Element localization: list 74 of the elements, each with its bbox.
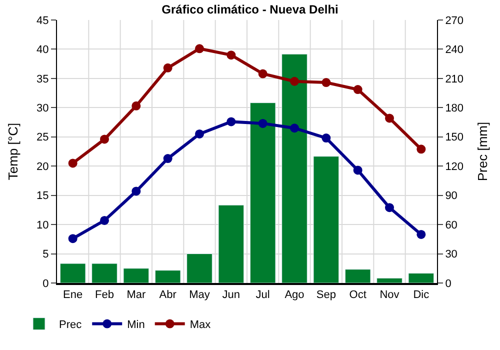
y2-tick-label: 30 [445, 248, 458, 261]
y-tick-label: 5 [42, 248, 49, 261]
bar [154, 270, 181, 283]
y2-tick-label: 150 [445, 132, 464, 144]
point [416, 230, 426, 239]
y2-tick-label: 180 [445, 102, 464, 115]
legend-label: Prec [59, 319, 82, 332]
y-tick-label: 40 [36, 44, 49, 56]
y2-tick-label: 240 [445, 44, 464, 56]
point [68, 158, 78, 168]
y2-tick-label: 60 [445, 219, 458, 232]
point [226, 117, 236, 126]
y-axis-title: Temp [°C] [6, 122, 20, 180]
legend-label: Min [127, 319, 145, 332]
y-tick-label: 10 [36, 219, 49, 232]
point [322, 78, 331, 88]
x-tick-label: Nov [380, 289, 400, 302]
y2-tick-label: 90 [445, 190, 458, 202]
x-tick-label: Jul [256, 289, 270, 302]
bar [408, 273, 434, 283]
y2-axis-title: Prec [mm] [475, 122, 490, 182]
point [195, 44, 204, 54]
point [100, 216, 109, 225]
bar [250, 102, 276, 283]
point [195, 129, 204, 138]
x-tick-label: Ene [63, 289, 83, 302]
y2-tick-label: 270 [445, 14, 464, 27]
y-tick-label: 0 [42, 278, 49, 290]
point [385, 114, 394, 123]
bar [60, 263, 86, 283]
bar [123, 268, 150, 283]
x-tick-label: Ago [284, 289, 304, 302]
point [290, 124, 299, 133]
point [100, 134, 109, 144]
point [353, 85, 362, 94]
legend-label: Max [190, 319, 212, 332]
y-tick-label: 45 [36, 14, 49, 27]
bar [218, 204, 244, 283]
y2-tick-label: 0 [445, 278, 452, 290]
point [258, 118, 268, 128]
y-tick-label: 20 [36, 160, 49, 173]
point [68, 234, 78, 244]
y-tick-label: 15 [36, 190, 49, 202]
y2-tick-label: 120 [445, 160, 464, 173]
point [226, 50, 236, 60]
bar [92, 263, 118, 283]
point [132, 101, 141, 110]
x-tick-label: Jun [222, 289, 240, 302]
x-tick-label: Sep [316, 289, 336, 302]
y-tick-label: 35 [36, 73, 49, 86]
point [290, 76, 299, 86]
x-tick-label: Feb [95, 289, 114, 302]
x-tick-label: May [189, 289, 210, 302]
bar [376, 278, 402, 283]
point [416, 144, 426, 154]
point [163, 63, 172, 72]
bar [313, 156, 340, 283]
x-tick-label: Mar [126, 289, 146, 302]
bar [344, 269, 371, 283]
bar [282, 54, 308, 283]
chart-title: Gráfico climático - Nueva Delhi [162, 2, 338, 17]
point [132, 186, 141, 196]
point [258, 69, 268, 78]
bar [186, 254, 212, 283]
point [163, 154, 172, 164]
point [385, 203, 394, 212]
y-tick-label: 25 [36, 132, 49, 144]
point [322, 134, 331, 143]
point [353, 166, 362, 175]
x-tick-label: Abr [159, 289, 177, 302]
x-tick-label: Dic [413, 289, 430, 302]
y-tick-label: 30 [36, 102, 49, 115]
y2-tick-label: 210 [445, 73, 464, 86]
x-tick-label: Oct [349, 289, 366, 302]
